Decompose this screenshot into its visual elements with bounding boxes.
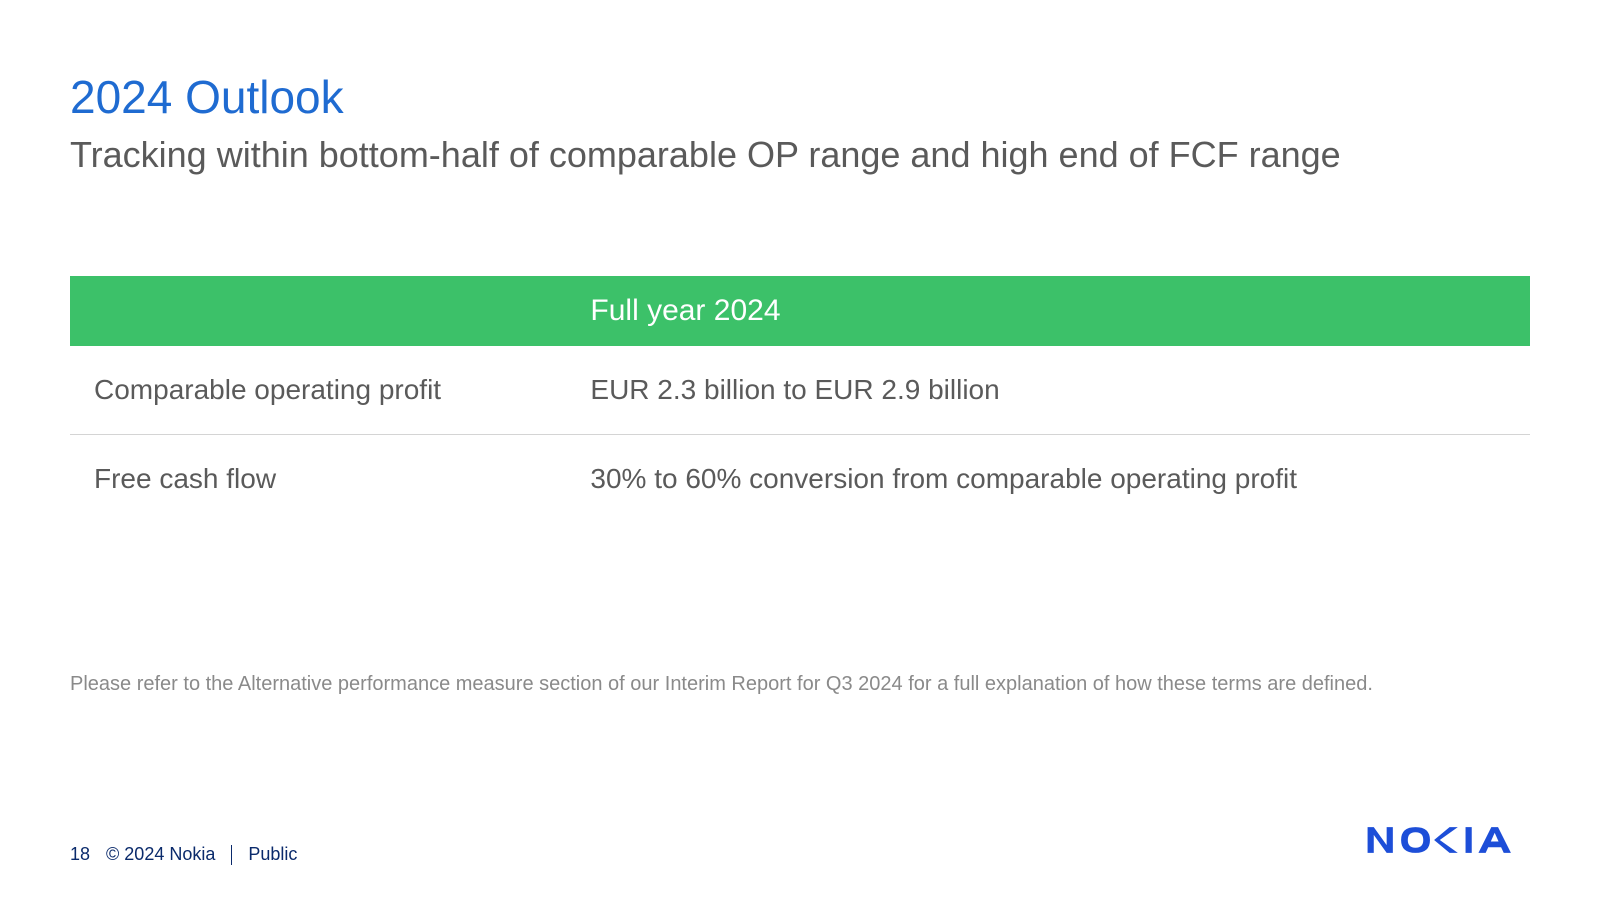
table-row-value: EUR 2.3 billion to EUR 2.9 billion	[566, 346, 1530, 435]
footer-left: 18 © 2024 Nokia Public	[70, 844, 297, 865]
table-header-cell-empty	[70, 276, 566, 346]
table-row: Comparable operating profit EUR 2.3 bill…	[70, 346, 1530, 435]
slide-subtitle: Tracking within bottom-half of comparabl…	[70, 134, 1530, 176]
classification-label: Public	[248, 844, 297, 865]
outlook-table: Full year 2024 Comparable operating prof…	[70, 276, 1530, 523]
table-header-row: Full year 2024	[70, 276, 1530, 346]
slide-container: 2024 Outlook Tracking within bottom-half…	[0, 0, 1600, 900]
page-number: 18	[70, 844, 90, 865]
slide-footer: 18 © 2024 Nokia Public	[70, 820, 1530, 865]
table-row: Free cash flow 30% to 60% conversion fro…	[70, 435, 1530, 524]
footnote-text: Please refer to the Alternative performa…	[70, 673, 1530, 696]
table-row-label: Comparable operating profit	[70, 346, 566, 435]
nokia-logo	[1365, 820, 1530, 865]
table-row-label: Free cash flow	[70, 435, 566, 524]
table-header-cell-period: Full year 2024	[566, 276, 1530, 346]
slide-title: 2024 Outlook	[70, 70, 1530, 124]
copyright-text: © 2024 Nokia	[106, 844, 215, 865]
nokia-logo-svg	[1365, 820, 1530, 860]
table-row-value: 30% to 60% conversion from comparable op…	[566, 435, 1530, 524]
footer-divider	[231, 845, 232, 865]
